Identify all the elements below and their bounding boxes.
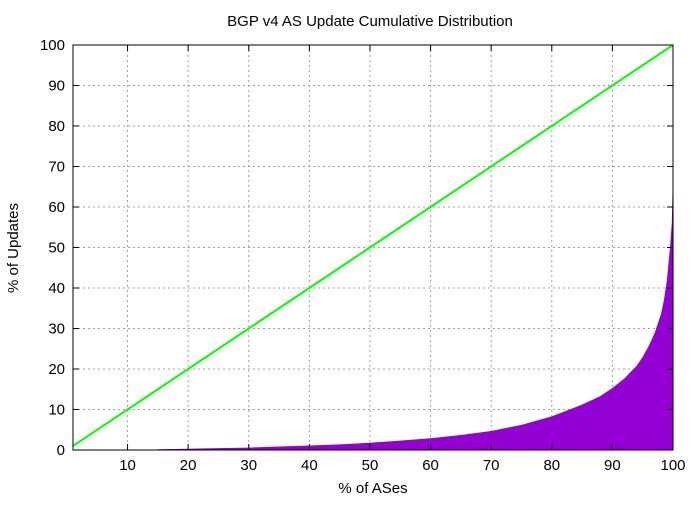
y-tick-label: 0 — [57, 442, 65, 459]
x-tick-label: 20 — [180, 457, 197, 474]
y-tick-label: 70 — [48, 159, 65, 176]
chart-title: BGP v4 AS Update Cumulative Distribution — [227, 13, 513, 30]
distribution-area — [157, 170, 673, 451]
x-tick-label: 40 — [301, 457, 318, 474]
y-tick-label: 40 — [48, 280, 65, 297]
x-axis-label: % of ASes — [338, 480, 407, 497]
x-tick-label: 30 — [240, 457, 257, 474]
y-tick-label: 30 — [48, 321, 65, 338]
y-tick-label: 10 — [48, 402, 65, 419]
series-group — [72, 44, 674, 451]
x-tick-label: 10 — [119, 457, 136, 474]
ticks: 10 20 30 40 50 60 70 80 90 100 0 10 20 30 40 50 60 70 80 90… — [40, 37, 686, 474]
y-axis-label: % of Updates — [5, 203, 22, 293]
y-tick-label: 90 — [48, 78, 65, 95]
y-tick-label: 80 — [48, 118, 65, 135]
y-tick-label: 60 — [48, 199, 65, 216]
x-tick-label: 90 — [604, 457, 621, 474]
x-tick-label: 50 — [362, 457, 379, 474]
x-tick-label: 70 — [483, 457, 500, 474]
x-tick-label: 60 — [422, 457, 439, 474]
y-tick-label: 50 — [48, 240, 65, 257]
x-tick-label: 80 — [543, 457, 560, 474]
equality-line — [72, 44, 674, 447]
y-tick-label: 20 — [48, 361, 65, 378]
grid — [73, 45, 673, 450]
x-tick-label: 100 — [660, 457, 685, 474]
y-tick-label: 100 — [40, 37, 65, 54]
